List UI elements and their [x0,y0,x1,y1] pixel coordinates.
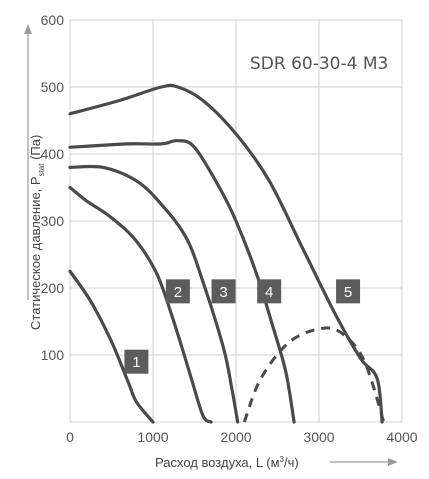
efficiency-curve-dashed [242,326,386,423]
series-line-3 [68,164,240,424]
performance-curves [68,83,386,424]
y-tick-label: 300 [41,213,65,229]
y-axis-arrow [24,24,32,300]
curve-badge-4: 4 [257,279,282,304]
badge-box [124,349,149,374]
y-tick-label: 200 [41,280,65,296]
curve-badges: 1 2 3 4 5 [124,279,361,374]
curve-badge-5: 5 [336,279,361,304]
curve-badge-2: 2 [165,279,190,304]
badge-label: 3 [219,284,227,301]
badge-box [211,279,236,304]
badge-label: 5 [344,284,352,301]
badge-label: 4 [265,284,273,301]
curve-badge-3: 3 [211,279,236,304]
curve-badge-1: 1 [124,349,149,374]
badge-box [336,279,361,304]
grid-lines [69,19,403,423]
y-axis-label: Статическое давление, Pstat (Па) [28,135,46,330]
chart-title: SDR 60-30-4 M3 [250,54,388,74]
badge-label: 1 [132,354,140,371]
x-tick-label: 0 [66,429,74,445]
y-tick-label: 500 [41,79,65,95]
x-tick-label: 1000 [137,429,168,445]
badge-box [165,279,190,304]
y-tick-label: 100 [41,347,65,363]
series-line-4 [68,138,296,424]
series-line-1 [68,269,155,424]
x-tick-label: 3000 [303,429,334,445]
y-tick-label: 400 [41,146,65,162]
series-line-5 [68,83,384,424]
x-tick-label: 4000 [386,429,417,445]
x-axis-label: Расход воздуха, L (м3/ч) [155,455,299,470]
badge-label: 2 [174,284,182,301]
series-line-2 [68,185,213,424]
y-tick-label: 600 [41,12,65,28]
tick-labels: 0 1000 2000 3000 4000 100 200 300 400 500 600 [41,12,418,445]
x-axis-arrow [330,458,398,466]
x-tick-label: 2000 [220,429,251,445]
badge-box [257,279,282,304]
